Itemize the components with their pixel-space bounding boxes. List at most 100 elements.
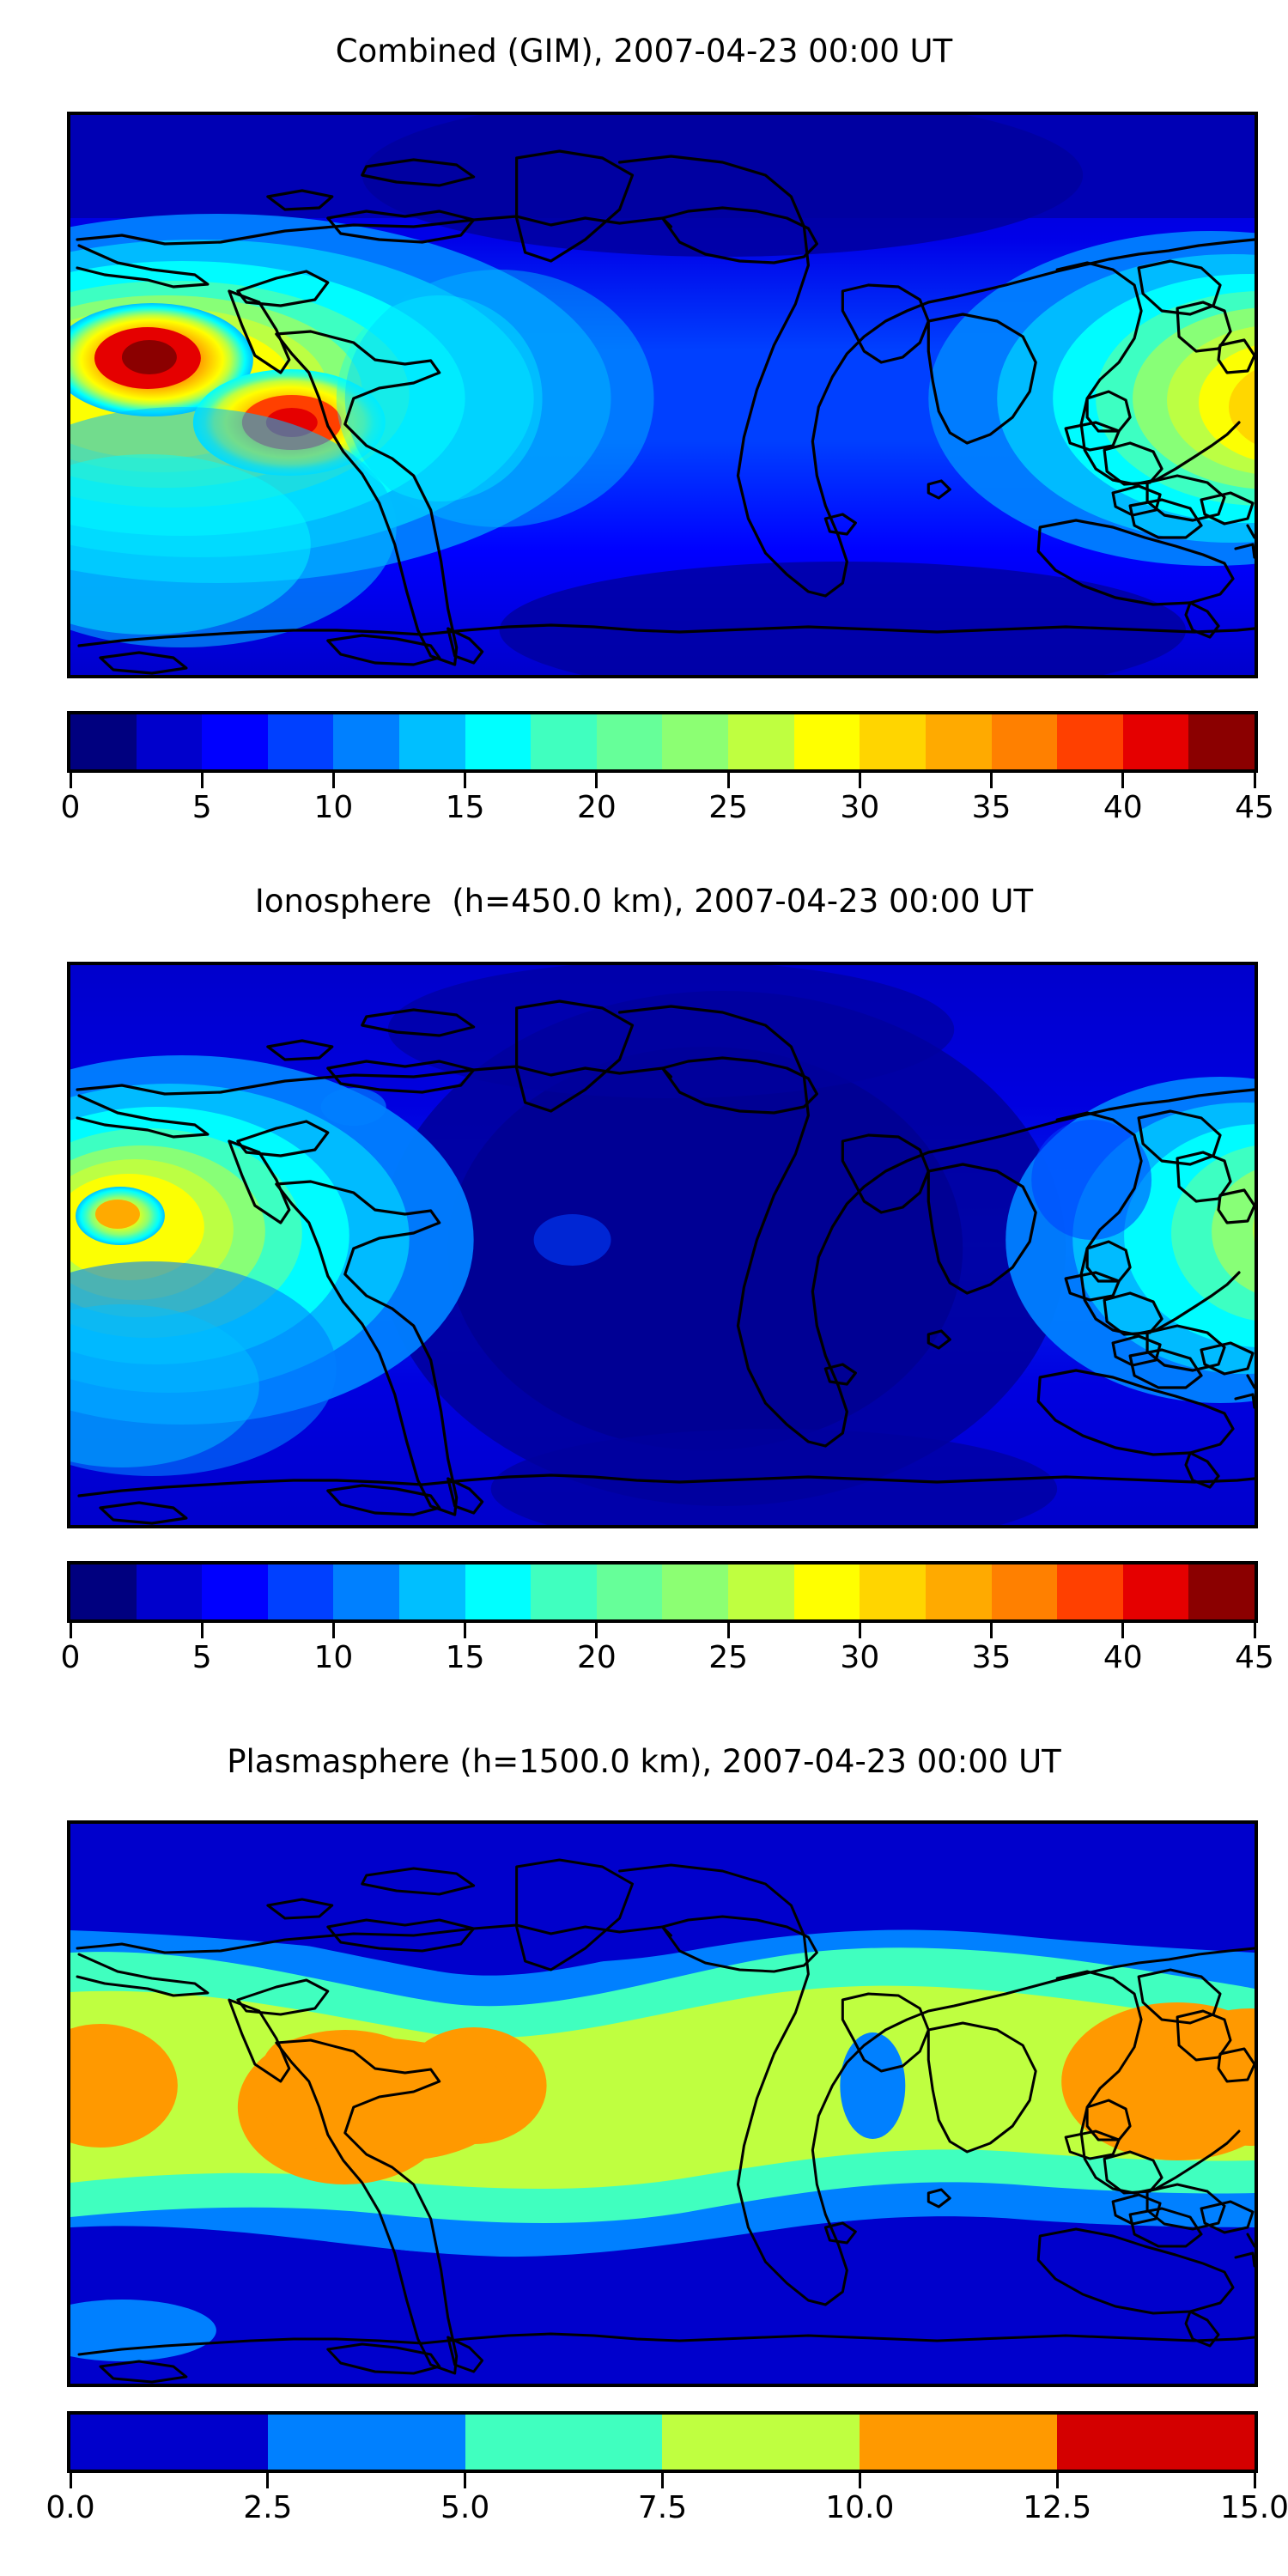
colorbar-band — [202, 714, 268, 769]
colorbar-tick — [1121, 773, 1125, 788]
colorbar-band — [70, 714, 137, 769]
colorbar-tick — [331, 1623, 335, 1638]
colorbar-band — [662, 1564, 729, 1619]
colorbar-band — [1057, 714, 1123, 769]
colorbar-tick — [200, 1623, 204, 1638]
colorbar-band — [793, 1564, 860, 1619]
colorbar-tick-label: 12.5 — [1023, 2490, 1092, 2525]
colorbar-tick — [858, 2473, 861, 2488]
colorbar-tick — [464, 1623, 467, 1638]
panel-ionosphere: Ionosphere (h=450.0 km), 2007-04-23 00:0… — [0, 850, 1288, 1709]
colorbar-tick — [464, 2473, 467, 2488]
colorbar-band — [596, 714, 663, 769]
colorbar-tick — [1253, 773, 1256, 788]
colorbar-band — [793, 714, 860, 769]
colorbar-tick-label: 10 — [313, 1640, 354, 1675]
colorbar-tick — [990, 773, 993, 788]
colorbar-band — [465, 1564, 532, 1619]
colorbar-tick — [858, 773, 861, 788]
colorbar-tick-label: 40 — [1103, 790, 1143, 825]
panel-combined-gim: Combined (GIM), 2007-04-23 00:00 UT — [0, 0, 1288, 859]
colorbar-band — [662, 714, 729, 769]
colorbar-ticks-combined — [67, 773, 1258, 788]
colorbar-band — [333, 714, 400, 769]
colorbar-tick-label: 45 — [1235, 1640, 1274, 1675]
colorbar-tick-labels-combined: 0 5 10 15 20 25 30 35 40 45 — [0, 790, 1288, 829]
colorbar-tick — [726, 773, 730, 788]
colorbar-tick — [858, 1623, 861, 1638]
panel-title: Plasmasphere (h=1500.0 km), 2007-04-23 0… — [227, 1743, 1061, 1780]
colorbar-tick-label: 20 — [576, 790, 617, 825]
colorbar-tick — [1121, 1623, 1125, 1638]
colorbar-tick — [595, 1623, 598, 1638]
colorbar-band — [728, 714, 794, 769]
colorbar-ticks-plasmasphere — [67, 2473, 1258, 2488]
colorbar-tick-labels-plasmasphere: 0.0 2.5 5.0 7.5 10.0 12.5 15.0 — [0, 2490, 1288, 2530]
map-contour-field — [70, 1824, 1255, 2384]
map-contour-field — [70, 965, 1255, 1525]
colorbar-tick-label: 35 — [971, 790, 1012, 825]
colorbar-band — [991, 714, 1058, 769]
colorbar-tick-label: 30 — [840, 1640, 880, 1675]
colorbar-tick-labels-ionosphere: 0 5 10 15 20 25 30 35 40 45 — [0, 1640, 1288, 1680]
colorbar-tick-label: 25 — [708, 790, 749, 825]
colorbar-band — [1057, 1564, 1123, 1619]
colorbar-tick — [331, 773, 335, 788]
colorbar-band — [70, 2415, 268, 2470]
colorbar-band — [531, 1564, 597, 1619]
contour-svg-ionosphere — [70, 965, 1255, 1525]
colorbar-band — [991, 1564, 1058, 1619]
colorbar-tick-label: 35 — [971, 1640, 1012, 1675]
contour-svg-combined — [70, 115, 1255, 675]
colorbar-band — [925, 714, 992, 769]
colorbar-band — [1122, 714, 1189, 769]
colorbar-band — [399, 714, 465, 769]
map-combined-gim — [67, 112, 1258, 678]
colorbar-band — [1057, 2415, 1255, 2470]
colorbar-tick-label: 30 — [840, 790, 880, 825]
colorbar-band — [531, 714, 597, 769]
colorbar-tick — [69, 1623, 72, 1638]
colorbar-band — [728, 1564, 794, 1619]
colorbar-band — [860, 714, 926, 769]
colorbar-band — [136, 714, 203, 769]
coastline-layer — [76, 1858, 1255, 2384]
colorbar-tick — [200, 773, 204, 788]
colorbar-ticks-ionosphere — [67, 1623, 1258, 1638]
colorbar-band — [925, 1564, 992, 1619]
colorbar-tick-label: 0.0 — [46, 2490, 95, 2525]
colorbar-tick — [1253, 2473, 1256, 2488]
colorbar-tick-label: 5 — [191, 1640, 212, 1675]
colorbar-band — [267, 1564, 334, 1619]
map-ionosphere — [67, 962, 1258, 1528]
coastline-layer — [76, 999, 1255, 1525]
colorbar-tick-label: 0 — [60, 1640, 81, 1675]
colorbar-tick-label: 15.0 — [1219, 2490, 1288, 2525]
colorbar-band — [333, 1564, 400, 1619]
colorbar-band — [267, 2415, 465, 2470]
colorbar-tick — [1055, 2473, 1059, 2488]
colorbar-band — [465, 2415, 663, 2470]
colorbar-tick — [990, 1623, 993, 1638]
colorbar-band — [662, 2415, 860, 2470]
colorbar-tick-label: 10 — [313, 790, 354, 825]
colorbar-band — [267, 714, 334, 769]
colorbar-tick — [69, 773, 72, 788]
colorbar-tick — [69, 2473, 72, 2488]
colorbar-tick-label: 15 — [445, 790, 485, 825]
colorbar-tick — [726, 1623, 730, 1638]
colorbar-band — [860, 2415, 1058, 2470]
colorbar-band — [596, 1564, 663, 1619]
colorbar-ionosphere — [67, 1561, 1258, 1623]
panel-title: Ionosphere (h=450.0 km), 2007-04-23 00:0… — [254, 883, 1034, 920]
colorbar-band — [465, 714, 532, 769]
colorbar-band — [70, 1564, 137, 1619]
colorbar-tick-label: 25 — [708, 1640, 749, 1675]
colorbar-tick — [266, 2473, 270, 2488]
colorbar-tick-label: 0 — [60, 790, 81, 825]
colorbar-combined-gim — [67, 711, 1258, 773]
coastline-layer — [76, 149, 1255, 675]
contour-svg-plasmasphere — [70, 1824, 1255, 2384]
colorbar-band — [1122, 1564, 1189, 1619]
colorbar-tick-label: 15 — [445, 1640, 485, 1675]
